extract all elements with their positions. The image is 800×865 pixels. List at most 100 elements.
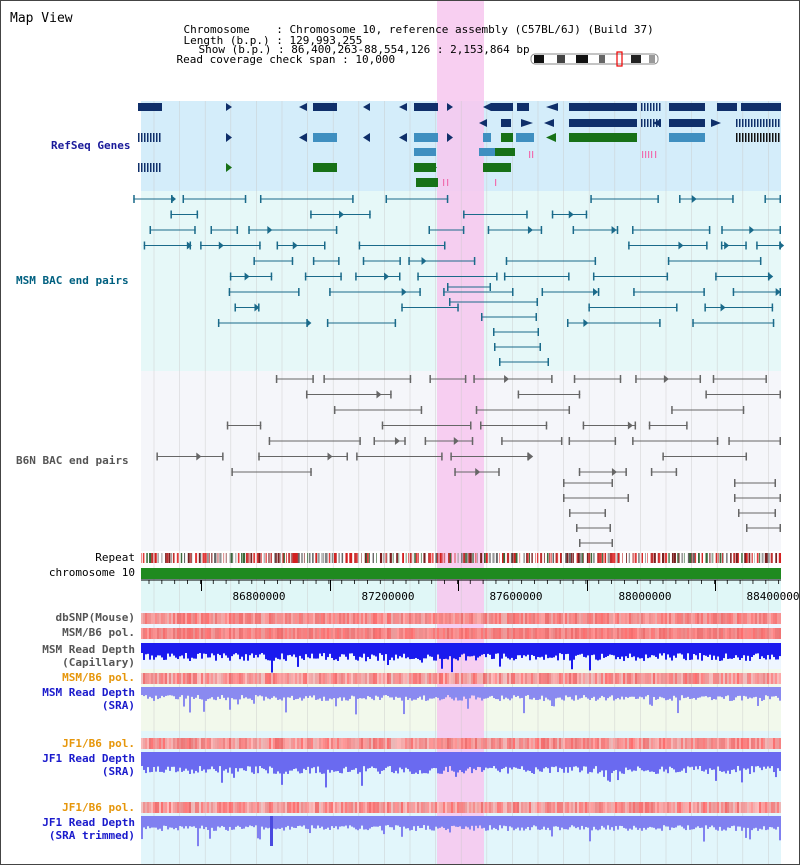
msm-depth-sra-track[interactable] <box>141 687 781 715</box>
heat-cell <box>645 628 647 639</box>
heat-cell <box>589 628 591 639</box>
repeat-mark <box>555 553 558 563</box>
show-info: Show (b.p.) : 86,400,263-88,554,126 : 2,… <box>172 33 530 66</box>
heat-cell <box>179 738 181 749</box>
depth-bar <box>751 752 753 767</box>
bac-end <box>527 452 529 461</box>
track-label-msm-depth-sra[interactable]: MSM Read Depth <box>42 686 135 699</box>
track-label-jf1-depth-trimmed[interactable]: JF1 Read Depth <box>42 816 135 829</box>
msm-depth-capillary-track[interactable] <box>141 643 781 673</box>
track-label-msm-b6-pol-1[interactable]: MSM/B6 pol. <box>62 626 135 639</box>
heat-cell <box>293 613 295 624</box>
depth-bar <box>547 687 549 700</box>
heat-cell <box>481 738 483 749</box>
heat-cell <box>677 738 679 749</box>
heat-cell <box>473 802 475 813</box>
heat-cell <box>275 673 277 684</box>
depth-bar <box>767 752 769 767</box>
dbsnp-track[interactable] <box>141 613 781 624</box>
track-label-jf1-b6-pol-2[interactable]: JF1/B6 pol. <box>62 801 135 814</box>
repeat-mark <box>208 553 210 563</box>
depth-bar <box>577 752 579 768</box>
jf1-depth-sra-track[interactable] <box>141 752 781 788</box>
depth-bar <box>185 643 187 654</box>
heat-cell <box>445 628 447 639</box>
heat-cell <box>265 738 267 749</box>
depth-bar <box>699 643 701 654</box>
jf1-b6-pol-track-2[interactable] <box>141 802 781 813</box>
heat-cell <box>545 673 547 684</box>
b6n-bac-track[interactable] <box>156 375 781 476</box>
heat-cell <box>519 628 521 639</box>
heat-cell <box>313 628 315 639</box>
msm-b6-pol-track-1[interactable] <box>141 628 781 639</box>
depth-bar <box>573 816 575 827</box>
heat-cell <box>429 628 431 639</box>
heat-cell <box>453 628 455 639</box>
b6n-bac-track-extra[interactable] <box>563 479 781 547</box>
bac-end-arrow <box>775 288 781 296</box>
heat-cell <box>529 628 531 639</box>
heat-cell <box>437 613 439 624</box>
msm-bac-track[interactable] <box>133 195 785 327</box>
heat-cell <box>385 738 387 749</box>
depth-bar <box>475 643 477 661</box>
heat-cell <box>251 738 253 749</box>
bac-end <box>503 272 506 281</box>
depth-bar <box>315 643 317 659</box>
heat-cell <box>317 738 319 749</box>
depth-bar <box>257 752 259 774</box>
track-label-jf1-b6-pol-1[interactable]: JF1/B6 pol. <box>62 737 135 750</box>
msm-bac-track-extra[interactable] <box>447 283 549 366</box>
heat-cell <box>427 613 429 624</box>
track-label-jf1-depth-sra[interactable]: JF1 Read Depth <box>42 752 135 765</box>
depth-bar <box>455 816 457 827</box>
repeat-mark <box>597 553 600 563</box>
repeat-mark <box>590 553 593 563</box>
heat-cell <box>341 802 343 813</box>
heat-cell <box>419 673 421 684</box>
track-label-msm-depth-capillary[interactable]: MSM Read Depth <box>42 643 135 656</box>
depth-bar <box>469 687 471 699</box>
depth-bar <box>355 687 357 715</box>
depth-bar <box>721 752 723 772</box>
depth-bar <box>727 643 729 659</box>
heat-cell <box>451 738 453 749</box>
heat-cell <box>517 673 519 684</box>
heat-cell <box>461 673 463 684</box>
gene-arrow-right <box>226 133 232 142</box>
chromosome-track[interactable] <box>141 568 781 579</box>
repeat-track[interactable] <box>141 553 782 563</box>
depth-bar <box>583 687 585 696</box>
depth-bar <box>193 643 195 659</box>
heat-cell <box>337 802 339 813</box>
depth-bar <box>605 752 607 771</box>
heat-cell <box>411 802 413 813</box>
track-label-b6n-bac[interactable]: B6N BAC end pairs <box>16 454 129 467</box>
heat-cell <box>379 613 381 624</box>
heat-cell <box>723 673 725 684</box>
heat-cell <box>231 738 233 749</box>
bac-end <box>268 437 271 445</box>
heat-cell <box>589 613 591 624</box>
heat-cell <box>535 628 537 639</box>
track-label-dbsnp[interactable]: dbSNP(Mouse) <box>55 611 135 624</box>
track-label-refseq[interactable]: RefSeq Genes <box>51 139 131 152</box>
bac-end-arrow <box>568 210 574 219</box>
depth-bar <box>203 687 205 712</box>
track-label-msm-b6-pol-2[interactable]: MSM/B6 pol. <box>62 671 135 684</box>
heat-cell <box>685 613 687 624</box>
heat-cell <box>253 738 255 749</box>
heat-cell <box>277 738 279 749</box>
heat-cell <box>369 802 371 813</box>
heat-cell <box>151 673 153 684</box>
heat-cell <box>245 738 247 749</box>
heat-cell <box>613 613 615 624</box>
msm-b6-pol-track-2[interactable] <box>141 673 781 684</box>
heat-cell <box>283 628 285 639</box>
jf1-b6-pol-track-1[interactable] <box>141 738 781 749</box>
track-label-msm-bac[interactable]: MSM BAC end pairs <box>16 274 129 287</box>
heat-cell <box>159 802 161 813</box>
refseq-gene-track[interactable] <box>138 103 781 187</box>
